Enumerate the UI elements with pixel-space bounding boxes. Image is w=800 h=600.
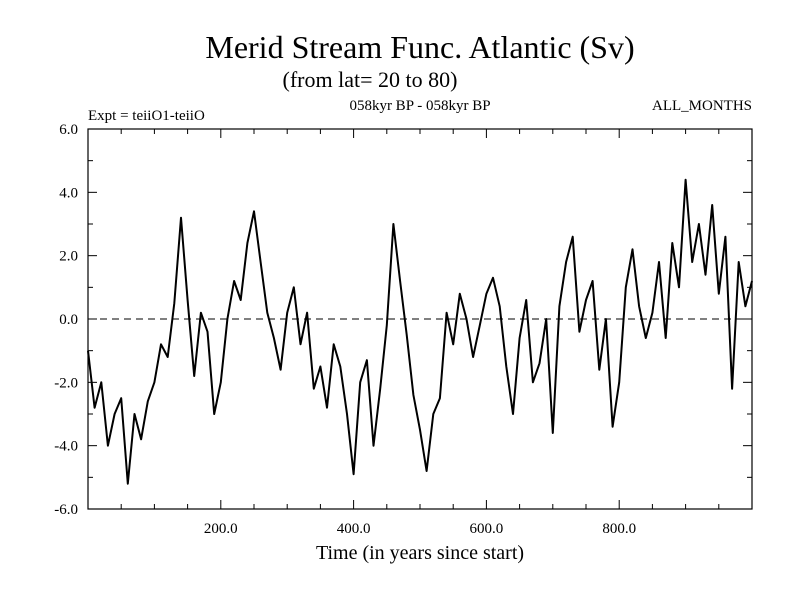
series-line [87,178,753,485]
y-tick-label: 0.0 [59,312,78,328]
months-label: ALL_MONTHS [652,98,752,114]
chart-subtitle: (from lat= 20 to 80) [283,67,458,92]
y-axis: -6.0 -4.0 -2.0 0.0 2.0 4.0 6.0 [54,122,752,518]
y-tick-label: 2.0 [59,249,78,265]
y-tick-label: 6.0 [59,122,78,138]
chart-title: Merid Stream Func. Atlantic (Sv) [205,29,634,65]
y-tick-label: -6.0 [54,502,78,518]
x-axis-label: Time (in years since start) [316,542,524,564]
period-label: 058kyr BP - 058kyr BP [349,98,490,114]
x-tick-label: 200.0 [204,521,238,537]
y-tick-label: 4.0 [59,185,78,201]
y-tick-label: -4.0 [54,439,78,455]
y-tick-label: -2.0 [54,375,78,391]
experiment-label: Expt = teiiO1-teiiO [88,108,205,124]
x-tick-label: 400.0 [337,521,371,537]
x-tick-label: 800.0 [602,521,636,537]
plot-frame [87,128,753,510]
x-axis: 200.0 400.0 600.0 800.0 [120,129,720,537]
x-tick-label: 600.0 [470,521,504,537]
